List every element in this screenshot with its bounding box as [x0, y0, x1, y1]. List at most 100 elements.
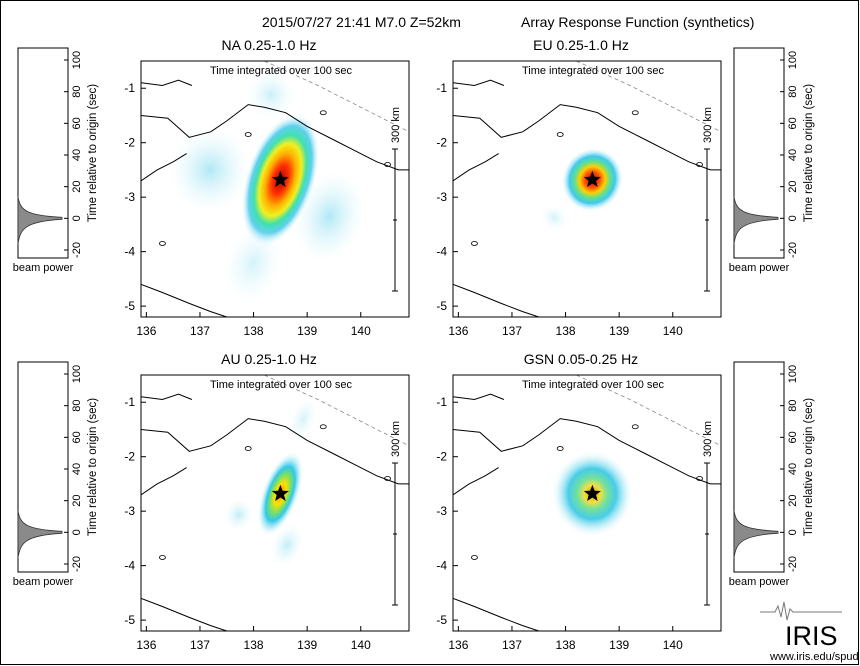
- trench-line: [576, 375, 721, 447]
- panel-label: AU 0.25-1.0 Hz: [221, 351, 317, 367]
- lon-tick-label: 138: [244, 324, 264, 338]
- beam-axis-label: Time relative to origin (sec): [87, 398, 99, 536]
- beam-power-trace: [733, 510, 779, 559]
- lon-tick-label: 138: [244, 638, 264, 652]
- map-frame: [452, 60, 722, 318]
- lon-tick-label: 140: [351, 324, 371, 338]
- beam-tick-label: 40: [71, 463, 83, 475]
- beam-tick-label: 100: [71, 51, 83, 69]
- epicenter-star-icon: [271, 484, 289, 501]
- scale-label: 300 km: [390, 107, 402, 143]
- seismogram-icon: [760, 601, 842, 621]
- integration-note: Time integrated over 100 sec: [522, 65, 665, 77]
- map-frame: [140, 374, 410, 632]
- lon-tick-label: 137: [502, 324, 522, 338]
- beam-tick-label: 80: [787, 400, 799, 412]
- map-panel-au: AU 0.25-1.0 Hz Time integrated over 100 s…: [124, 351, 410, 652]
- scale-label: 300 km: [702, 421, 714, 457]
- beam-tick-label: 20: [787, 181, 799, 193]
- lat-tick-label: -1: [124, 395, 135, 409]
- island-outline: [631, 110, 639, 116]
- island-outline: [159, 241, 166, 246]
- beam-tick-label: 80: [71, 86, 83, 98]
- map-frame: [452, 374, 722, 632]
- panel-label: GSN 0.05-0.25 Hz: [524, 351, 638, 367]
- beam-tick-label: 40: [71, 149, 83, 161]
- lat-tick-label: -5: [436, 613, 447, 627]
- lon-tick-label: 138: [556, 324, 576, 338]
- beam-response-blob: [540, 205, 568, 231]
- map-layer: [453, 61, 721, 317]
- map-layer: [453, 375, 721, 631]
- beam-axis-label: Time relative to origin (sec): [803, 84, 815, 222]
- lon-tick-label: 139: [297, 324, 317, 338]
- lon-tick-label: 136: [136, 324, 156, 338]
- coastline: [453, 283, 539, 317]
- scale-label: 300 km: [390, 421, 402, 457]
- trench-line: [576, 61, 721, 133]
- lat-tick-label: -1: [436, 81, 447, 95]
- map-panel-gsn: GSN 0.05-0.25 Hz Time integrated over 100…: [436, 351, 722, 652]
- island-outline: [696, 476, 703, 481]
- coastline: [453, 104, 721, 171]
- beam-axis-label: Time relative to origin (sec): [803, 398, 815, 536]
- beam-response-blob: [289, 397, 317, 441]
- beam-power-panel: 100 80 60 40 20 0 -20 Time relative to origin (…: [13, 47, 99, 274]
- beam-power-panel: 100 80 60 40 20 0 -20 Time relative to origin (…: [13, 361, 99, 588]
- coastline: [141, 104, 409, 171]
- coastline: [141, 283, 227, 317]
- lon-tick-label: 137: [190, 638, 210, 652]
- beam-tick-label: -20: [787, 556, 799, 572]
- beam-tick-label: 20: [71, 495, 83, 507]
- beam-tick-label: 20: [787, 495, 799, 507]
- beam-power-trace: [733, 196, 779, 245]
- lat-tick-label: -3: [436, 504, 447, 518]
- scale-label: 300 km: [702, 107, 714, 143]
- beam-tick-label: 60: [71, 117, 83, 129]
- coastline: [453, 467, 499, 496]
- beam-frame: [17, 361, 69, 573]
- lon-tick-label: 140: [663, 324, 683, 338]
- panel-label: NA 0.25-1.0 Hz: [222, 37, 317, 53]
- beam-response-blob: [224, 498, 253, 531]
- lon-tick-label: 136: [448, 324, 468, 338]
- beam-power-panel: 100 80 60 40 20 0 -20 Time relative to origin (…: [729, 361, 815, 588]
- coastline: [453, 153, 499, 182]
- lat-tick-label: -5: [124, 613, 135, 627]
- island-outline: [471, 241, 478, 246]
- beam-power-panel: 100 80 60 40 20 0 -20 Time relative to origin (…: [729, 47, 815, 274]
- figure-title: Array Response Function (synthetics): [521, 14, 754, 30]
- beam-tick-label: 0: [787, 215, 799, 221]
- island-outline: [319, 424, 327, 430]
- lat-tick-label: -2: [124, 136, 135, 150]
- beam-caption: beam power: [13, 576, 74, 588]
- lat-tick-label: -4: [124, 559, 135, 573]
- beam-caption: beam power: [729, 262, 790, 274]
- lat-tick-label: -3: [124, 504, 135, 518]
- beam-tick-label: 0: [71, 215, 83, 221]
- lon-tick-label: 137: [502, 638, 522, 652]
- beam-tick-label: 60: [787, 431, 799, 443]
- beam-caption: beam power: [13, 262, 74, 274]
- lat-tick-label: -3: [436, 190, 447, 204]
- lon-tick-label: 139: [609, 324, 629, 338]
- beam-tick-label: 40: [787, 149, 799, 161]
- island-outline: [244, 132, 252, 137]
- iris-logo: IRIS www.iris.edu/spud: [760, 601, 859, 663]
- coastline: [453, 393, 505, 401]
- beam-tick-label: 100: [787, 365, 799, 383]
- island-outline: [384, 162, 391, 167]
- lon-tick-label: 136: [448, 638, 468, 652]
- trench-line: [264, 61, 409, 133]
- map-layer: [141, 61, 409, 317]
- beam-tick-label: -20: [71, 242, 83, 258]
- beam-tick-label: 60: [71, 431, 83, 443]
- integration-note: Time integrated over 100 sec: [210, 379, 353, 391]
- beam-tick-label: -20: [787, 242, 799, 258]
- lon-tick-label: 137: [190, 324, 210, 338]
- map-panel-eu: EU 0.25-1.0 Hz Time integrated over 100 s…: [436, 37, 722, 338]
- beam-frame: [733, 47, 785, 259]
- lon-tick-label: 140: [351, 638, 371, 652]
- island-outline: [696, 162, 703, 167]
